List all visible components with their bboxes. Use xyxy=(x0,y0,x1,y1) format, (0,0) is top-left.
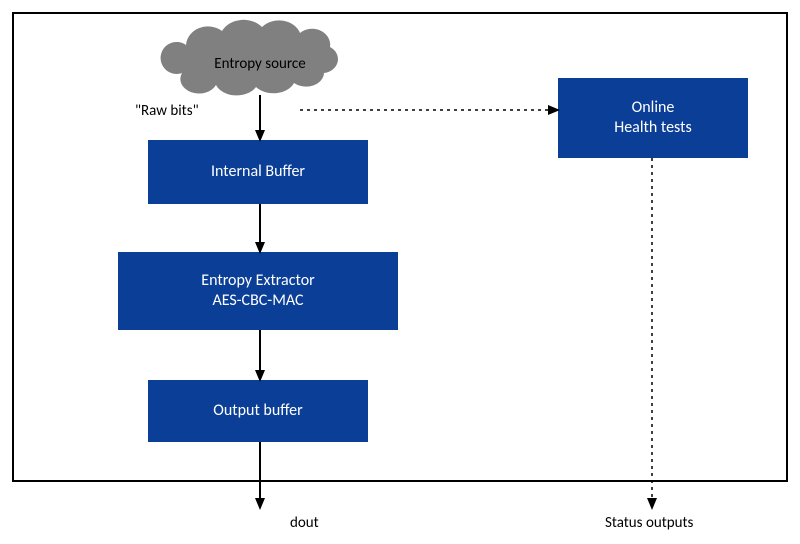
health-tests-label-2: Health tests xyxy=(614,118,692,138)
raw-bits-label: "Raw bits" xyxy=(135,102,199,120)
output-buffer-box: Output buffer xyxy=(148,380,368,442)
entropy-extractor-label-2: AES-CBC-MAC xyxy=(201,291,314,311)
health-tests-box: Online Health tests xyxy=(558,78,748,158)
status-outputs-label: Status outputs xyxy=(605,514,693,532)
entropy-extractor-box: Entropy Extractor AES-CBC-MAC xyxy=(118,252,398,330)
dout-label: dout xyxy=(290,514,319,532)
entropy-extractor-label-1: Entropy Extractor xyxy=(201,271,314,291)
health-tests-label-1: Online xyxy=(614,98,692,118)
output-buffer-label: Output buffer xyxy=(213,401,302,421)
internal-buffer-box: Internal Buffer xyxy=(148,140,368,204)
internal-buffer-label: Internal Buffer xyxy=(211,162,305,182)
entropy-source-label: Entropy source xyxy=(200,55,320,73)
